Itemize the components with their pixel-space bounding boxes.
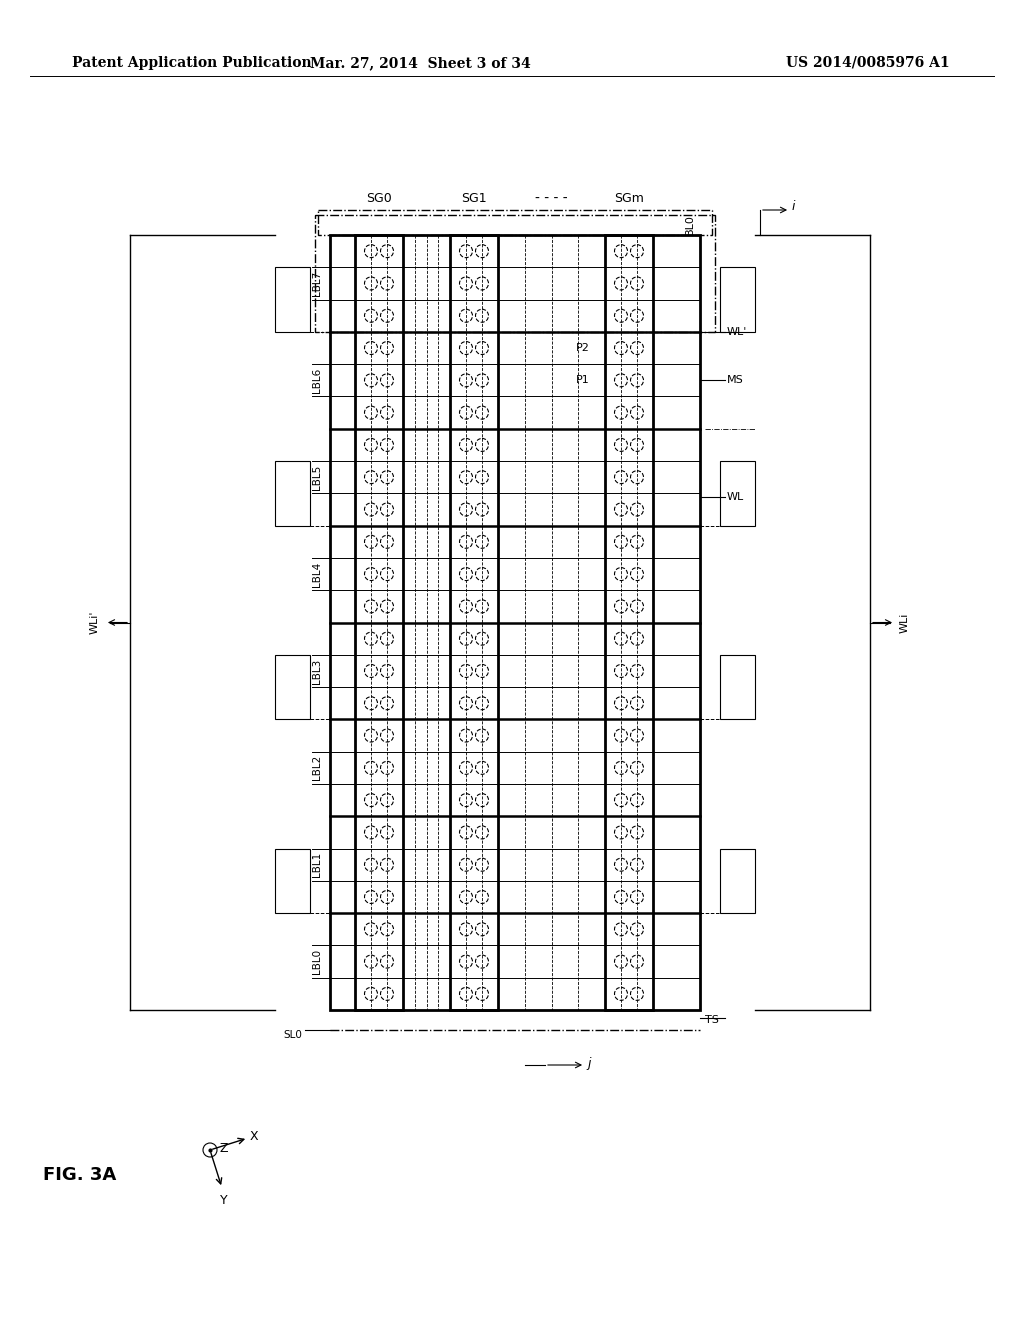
Bar (275, 655, 310, 719)
Bar (450, 235, 498, 1010)
Text: LBL1: LBL1 (312, 853, 322, 878)
Text: WLi: WLi (900, 612, 910, 632)
Text: SL0: SL0 (283, 1030, 302, 1040)
Bar (275, 461, 310, 525)
Text: LBL0: LBL0 (312, 949, 322, 974)
Bar (275, 267, 310, 331)
Text: WL: WL (727, 491, 744, 502)
Bar (605, 235, 653, 1010)
Text: SG1: SG1 (461, 191, 486, 205)
Text: WL': WL' (727, 327, 748, 337)
Text: j: j (587, 1056, 591, 1069)
Text: US 2014/0085976 A1: US 2014/0085976 A1 (786, 55, 950, 70)
Bar (330, 235, 700, 1010)
Text: Mar. 27, 2014  Sheet 3 of 34: Mar. 27, 2014 Sheet 3 of 34 (309, 55, 530, 70)
Text: - - - -: - - - - (536, 191, 568, 205)
Bar (720, 267, 755, 331)
Text: Y: Y (220, 1195, 227, 1206)
Text: BL0: BL0 (685, 215, 695, 235)
Text: Z: Z (220, 1142, 228, 1155)
Text: LBL4: LBL4 (312, 561, 322, 586)
Text: i: i (792, 201, 796, 214)
Bar (318, 210, 712, 235)
Text: MS: MS (727, 375, 743, 385)
Text: SGm: SGm (614, 191, 644, 205)
Text: P1: P1 (577, 375, 590, 385)
Bar (720, 461, 755, 525)
Bar (315, 215, 715, 331)
Text: LBL7: LBL7 (312, 271, 322, 296)
Text: X: X (250, 1130, 259, 1143)
Bar (720, 849, 755, 913)
Text: SG0: SG0 (367, 191, 392, 205)
Text: WLi': WLi' (90, 611, 100, 634)
Text: P2: P2 (577, 343, 590, 352)
Bar (275, 849, 310, 913)
Text: LBL6: LBL6 (312, 368, 322, 393)
Bar (720, 655, 755, 719)
Text: LBL2: LBL2 (312, 755, 322, 780)
Text: TS: TS (705, 1015, 719, 1026)
Text: LBL3: LBL3 (312, 659, 322, 684)
Text: FIG. 3A: FIG. 3A (43, 1166, 117, 1184)
Text: LBL5: LBL5 (312, 465, 322, 490)
Bar (355, 235, 403, 1010)
Text: Patent Application Publication: Patent Application Publication (72, 55, 311, 70)
